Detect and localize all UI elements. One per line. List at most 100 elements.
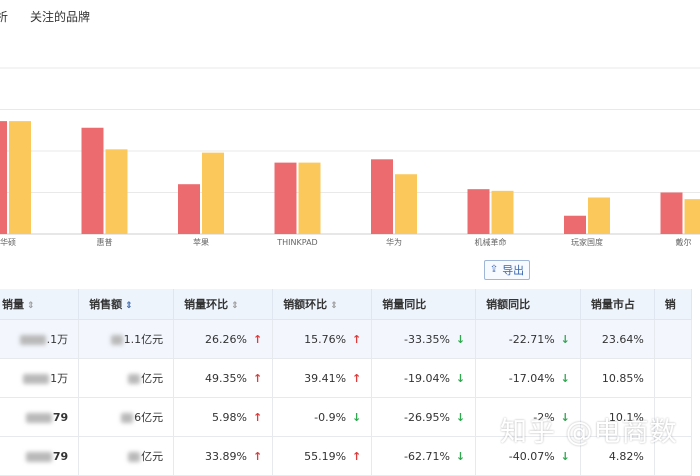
cell-amount-yoy: -17.04%↓ xyxy=(476,359,581,398)
cell-share: 10.1% xyxy=(580,398,654,437)
export-label: 导出 xyxy=(502,262,524,278)
bar-series-b[interactable] xyxy=(492,191,514,234)
cell-value: 55.19% xyxy=(304,450,346,463)
cell-amount-mom: -0.9%↓ xyxy=(273,398,372,437)
bar-series-b[interactable] xyxy=(106,149,128,234)
x-tick-label: 玩家国度 xyxy=(571,237,603,247)
cell-more xyxy=(654,398,691,437)
arrow-down-icon: ↓ xyxy=(561,333,570,346)
cell-value: 1.1亿元 xyxy=(124,333,164,346)
bar-series-a[interactable] xyxy=(0,121,7,234)
cell-value: 15.76% xyxy=(304,333,346,346)
col-header-more: 销 xyxy=(654,289,691,320)
bar-series-b[interactable] xyxy=(395,174,417,234)
redacted-mask xyxy=(26,413,52,423)
table-header-row: 销量⇕ 销售额⇕ 销量环比⇕ 销额环比⇕ 销量同比 销额同比 销量市占 销 xyxy=(0,289,692,320)
sort-icon[interactable]: ⇕ xyxy=(231,301,239,311)
arrow-down-icon: ↓ xyxy=(456,333,465,346)
col-header-share: 销量市占 xyxy=(580,289,654,320)
cell-more xyxy=(654,359,691,398)
arrow-up-icon: ↑ xyxy=(352,372,361,385)
cell-value: .1万 xyxy=(47,333,69,346)
bar-series-a[interactable] xyxy=(468,189,490,234)
x-tick-label: 戴尔 xyxy=(676,237,692,247)
col-header-amount-yoy: 销额同比 xyxy=(476,289,581,320)
cell-more xyxy=(654,320,691,359)
col-header-amount[interactable]: 销售额⇕ xyxy=(79,289,174,320)
cell-amount: 亿元 xyxy=(79,359,174,398)
redacted-mask xyxy=(26,452,52,462)
sort-active-icon[interactable]: ⇕ xyxy=(125,301,133,311)
bar-series-a[interactable] xyxy=(275,163,297,234)
cell-value: 10.85% xyxy=(602,372,644,385)
cell-value: 39.41% xyxy=(304,372,346,385)
sort-icon[interactable]: ⇕ xyxy=(27,301,35,311)
cell-value: 49.35% xyxy=(205,372,247,385)
export-icon: ⇪ xyxy=(490,265,498,275)
sort-icon[interactable]: ⇕ xyxy=(330,301,338,311)
bar-series-a[interactable] xyxy=(371,159,393,234)
cell-sales: 1万 xyxy=(0,359,79,398)
bar-series-b[interactable] xyxy=(299,163,321,234)
bar-series-a[interactable] xyxy=(178,184,200,234)
redacted-mask xyxy=(128,452,140,462)
cell-value: -26.95% xyxy=(404,411,450,424)
cell-amount: 1.1亿元 xyxy=(79,320,174,359)
cell-value: 4.82% xyxy=(609,450,644,463)
arrow-down-icon: ↓ xyxy=(456,411,465,424)
cell-value: 79 xyxy=(53,411,68,424)
redacted-mask xyxy=(121,413,133,423)
bar-series-a[interactable] xyxy=(82,128,104,234)
cell-amount-yoy: -2%↓ xyxy=(476,398,581,437)
arrow-down-icon: ↓ xyxy=(561,372,570,385)
redacted-mask xyxy=(128,374,140,384)
col-header-amount-mom[interactable]: 销额环比⇕ xyxy=(273,289,372,320)
cell-amount-yoy: -22.71% ↓ xyxy=(476,320,581,359)
col-header-sales[interactable]: 销量⇕ xyxy=(0,289,79,320)
x-tick-label: 机械革命 xyxy=(475,237,507,247)
cell-value: 26.26% xyxy=(205,333,247,346)
bar-series-b[interactable] xyxy=(588,197,610,234)
brand-tabs: 析 关注的品牌 xyxy=(0,0,700,34)
x-tick-label: 华硕 xyxy=(0,237,16,247)
cell-sales: 79 xyxy=(0,398,79,437)
x-tick-label: 惠普 xyxy=(97,237,113,247)
cell-share: 23.64% xyxy=(580,320,654,359)
cell-value: 6亿元 xyxy=(134,411,163,424)
cell-value: 23.64% xyxy=(602,333,644,346)
cell-value: -19.04% xyxy=(404,372,450,385)
arrow-up-icon: ↑ xyxy=(253,372,262,385)
x-tick-label: 苹果 xyxy=(193,237,209,247)
tab-analysis[interactable]: 析 xyxy=(0,8,8,25)
cell-sales-yoy: -19.04%↓ xyxy=(372,359,476,398)
cell-sales-mom: 49.35% ↑ xyxy=(174,359,273,398)
redacted-mask xyxy=(20,335,46,345)
cell-value: 79 xyxy=(53,450,68,463)
redacted-mask xyxy=(111,335,123,345)
cell-share: 10.85% xyxy=(580,359,654,398)
cell-sales: .1万 xyxy=(0,320,79,359)
cell-value: -62.71% xyxy=(404,450,450,463)
cell-value: -22.71% xyxy=(509,333,555,346)
cell-value: 5.98% xyxy=(212,411,247,424)
col-header-sales-mom[interactable]: 销量环比⇕ xyxy=(174,289,273,320)
arrow-up-icon: ↑ xyxy=(352,333,361,346)
cell-value: 10.1% xyxy=(609,411,644,424)
arrow-down-icon: ↓ xyxy=(561,411,570,424)
tab-followed-brands[interactable]: 关注的品牌 xyxy=(30,8,90,25)
bar-series-b[interactable] xyxy=(9,121,31,234)
col-header-sales-yoy: 销量同比 xyxy=(372,289,476,320)
export-button[interactable]: ⇪ 导出 xyxy=(484,260,530,280)
bar-series-a[interactable] xyxy=(661,193,683,235)
arrow-up-icon: ↑ xyxy=(253,411,262,424)
brand-data-table: 销量⇕ 销售额⇕ 销量环比⇕ 销额环比⇕ 销量同比 销额同比 销量市占 销 .1… xyxy=(0,289,692,476)
cell-amount: 6亿元 xyxy=(79,398,174,437)
bar-series-a[interactable] xyxy=(564,216,586,234)
cell-sales-mom: 5.98% ↑ xyxy=(174,398,273,437)
bar-series-b[interactable] xyxy=(202,153,224,234)
arrow-up-icon: ↑ xyxy=(253,450,262,463)
bar-series-b[interactable] xyxy=(685,199,700,234)
